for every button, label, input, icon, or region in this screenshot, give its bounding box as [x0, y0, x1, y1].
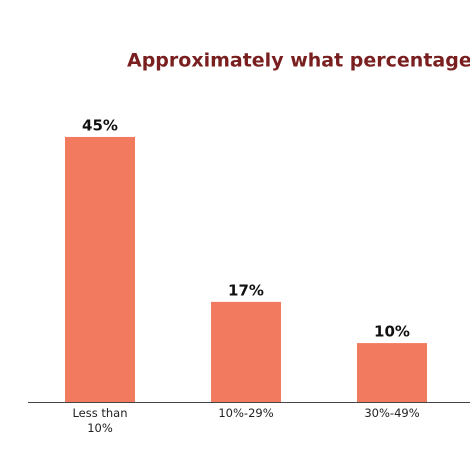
bar [65, 136, 135, 402]
value-label: 45% [82, 116, 118, 134]
value-label: 10% [374, 323, 410, 341]
bar [211, 301, 281, 402]
x-tick-label: Less than 10% [72, 406, 128, 435]
x-tick-label: 10%-29% [218, 406, 274, 420]
bar [357, 343, 427, 402]
x-tick-label: 30%-49% [364, 406, 420, 420]
value-label: 17% [228, 281, 264, 299]
chart-title: Approximately what percentage o [127, 50, 470, 72]
